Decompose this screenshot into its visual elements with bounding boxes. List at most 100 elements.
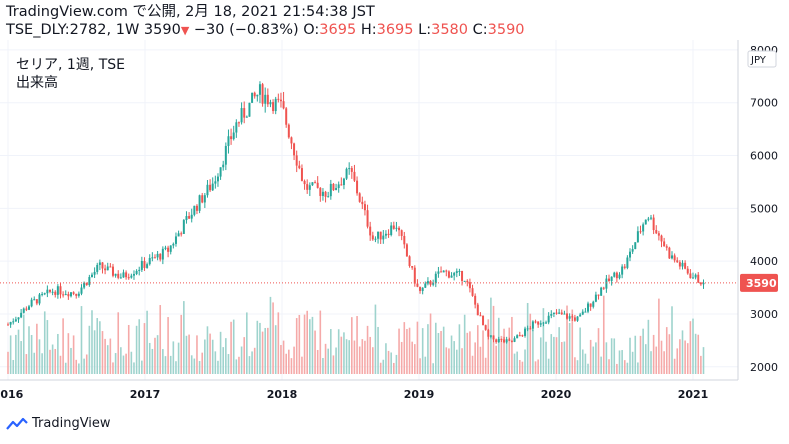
volume-bar xyxy=(159,305,162,374)
volume-bar xyxy=(185,335,188,374)
volume-bar xyxy=(566,305,568,374)
candle-body xyxy=(411,266,414,268)
time-tick-label: 2021 xyxy=(678,388,709,401)
volume-bar xyxy=(345,339,348,374)
volume-bar xyxy=(581,349,584,374)
volume-bar xyxy=(545,341,547,374)
volume-bar xyxy=(513,353,516,374)
volume-bar xyxy=(36,323,38,374)
price-tick-label: 7000 xyxy=(750,97,778,110)
volume-bar xyxy=(72,335,75,374)
last-price-label: 3590 xyxy=(746,277,777,290)
time-tick-label: 2018 xyxy=(267,388,298,401)
volume-bar xyxy=(80,306,83,374)
candle-body xyxy=(442,270,445,273)
candle-body xyxy=(43,293,46,295)
candle-body xyxy=(216,176,219,182)
volume-bar xyxy=(49,349,51,374)
volume-bar xyxy=(647,319,650,374)
volume-bar xyxy=(584,353,587,374)
volume-bar xyxy=(91,310,93,374)
candle-body xyxy=(489,335,492,337)
volume-bar xyxy=(466,332,469,374)
candle-body xyxy=(657,233,660,236)
volume-bar xyxy=(167,317,169,374)
volume-bar xyxy=(7,351,9,374)
volume-bar xyxy=(67,333,70,374)
candle-body xyxy=(366,210,369,227)
volume-bar xyxy=(201,352,204,374)
volume-bar xyxy=(164,356,167,374)
volume-bar xyxy=(684,340,686,374)
candle-body xyxy=(230,136,233,140)
time-tick-label: 2020 xyxy=(541,388,572,401)
volume-bar xyxy=(702,347,705,374)
candle-body xyxy=(219,167,222,177)
volume-bar xyxy=(290,358,293,374)
candle-body xyxy=(387,233,390,235)
volume-bar xyxy=(395,354,398,374)
candle-body xyxy=(668,247,671,259)
candle-body xyxy=(27,306,30,310)
footer-brand[interactable]: TradingView xyxy=(32,416,111,431)
volume-bar xyxy=(471,355,474,374)
candle-body xyxy=(463,280,466,282)
volume-bar xyxy=(133,362,135,374)
candle-body xyxy=(379,231,382,240)
volume-bar xyxy=(479,346,482,374)
candle-body xyxy=(353,171,356,181)
volume-bar xyxy=(450,335,453,374)
volume-bar xyxy=(379,362,382,374)
volume-bar xyxy=(311,316,314,374)
volume-bar xyxy=(15,334,17,374)
volume-bar xyxy=(518,360,521,374)
candle-body xyxy=(432,283,435,285)
volume-bar xyxy=(550,334,553,374)
volume-bar xyxy=(122,355,125,374)
candle-body xyxy=(245,116,248,118)
volume-bar xyxy=(240,346,243,374)
volume-bar xyxy=(138,319,141,374)
volume-bar xyxy=(637,362,639,374)
candle-body xyxy=(182,220,185,234)
volume-bar xyxy=(230,321,232,374)
candle-body xyxy=(206,184,209,196)
last-price-box xyxy=(740,273,778,292)
candle-body xyxy=(348,168,351,170)
volume-bar xyxy=(434,322,437,374)
candle-body xyxy=(130,275,133,278)
volume-bar xyxy=(458,324,461,374)
candle-body xyxy=(500,338,503,340)
tradingview-logo-icon xyxy=(6,417,28,430)
candle-body xyxy=(455,271,458,273)
volume-bar xyxy=(267,327,269,374)
volume-bar xyxy=(175,361,177,374)
candle-body xyxy=(505,339,508,343)
candle-body xyxy=(203,195,206,203)
candle-body xyxy=(272,102,275,112)
candle-body xyxy=(224,145,227,165)
candle-body xyxy=(172,243,175,246)
volume-bar xyxy=(385,343,387,374)
volume-bar xyxy=(398,328,400,374)
volume-bar xyxy=(406,329,408,374)
candle-body xyxy=(306,184,309,190)
candle-body xyxy=(521,335,524,337)
volume-bar xyxy=(169,355,172,374)
candle-body xyxy=(72,292,75,294)
volume-bar xyxy=(274,325,277,374)
volume-bar xyxy=(660,340,663,374)
volume-bar xyxy=(437,332,440,374)
candle-body xyxy=(106,266,109,271)
volume-bar xyxy=(613,338,616,374)
volume-bar xyxy=(70,347,72,374)
candle-body xyxy=(222,164,225,168)
volume-bar xyxy=(343,332,345,374)
candle-body xyxy=(678,262,681,267)
volume-bar xyxy=(529,313,532,374)
volume-bar xyxy=(403,322,406,374)
volume-bar xyxy=(288,349,290,374)
candle-body xyxy=(440,271,443,273)
volume-bar xyxy=(198,361,201,374)
